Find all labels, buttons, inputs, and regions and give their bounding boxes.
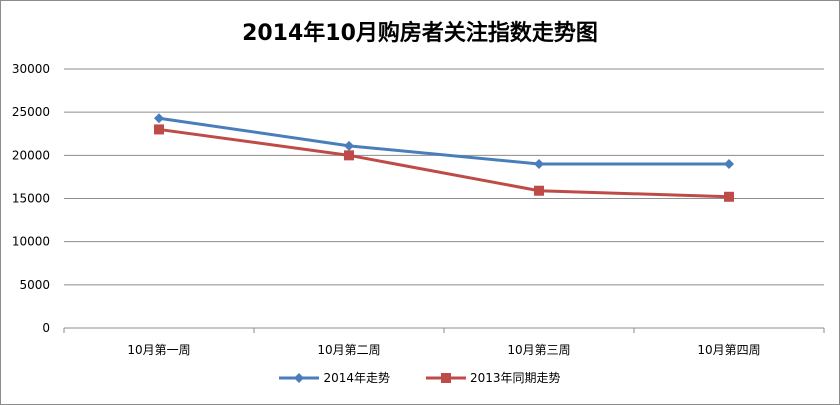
legend-item-1: 2013年同期走势 — [426, 369, 561, 386]
series-0-point-1 — [344, 140, 354, 151]
y-tick-label-5: 25000 — [12, 105, 50, 119]
x-tick-label-2: 10月第三周 — [507, 343, 570, 357]
y-tick-label-0: 0 — [42, 321, 50, 335]
series-0-point-3 — [724, 158, 734, 169]
legend-label-0: 2014年走势 — [323, 371, 390, 385]
y-tick-label-1: 5000 — [19, 278, 50, 292]
series-1-point-3 — [724, 191, 734, 202]
legend-item-0: 2014年走势 — [279, 369, 390, 386]
series-1-point-2 — [534, 185, 544, 196]
series-1-point-1 — [344, 150, 354, 161]
series-line-1 — [158, 127, 730, 199]
legend-swatch-0 — [279, 372, 320, 383]
x-tick-label-3: 10月第四周 — [697, 343, 760, 357]
y-tick-label-2: 10000 — [12, 235, 50, 249]
chart-title: 2014年10月购房者关注指数走势图 — [242, 21, 598, 46]
y-tick-label-4: 20000 — [12, 148, 50, 162]
series-0-point-2 — [534, 158, 544, 169]
legend-label-1: 2013年同期走势 — [470, 371, 561, 385]
series-1-point-0 — [154, 124, 164, 135]
x-tick-label-1: 10月第二周 — [317, 343, 380, 357]
x-tick-label-0: 10月第一周 — [127, 343, 190, 357]
y-tick-label-3: 15000 — [12, 192, 50, 206]
series-line-0 — [158, 116, 729, 166]
legend-swatch-1 — [426, 372, 466, 383]
y-tick-label-6: 30000 — [12, 62, 50, 76]
series-0-point-0 — [154, 113, 164, 124]
chart-legend: 2014年走势 2013年同期走势 — [1, 369, 839, 386]
